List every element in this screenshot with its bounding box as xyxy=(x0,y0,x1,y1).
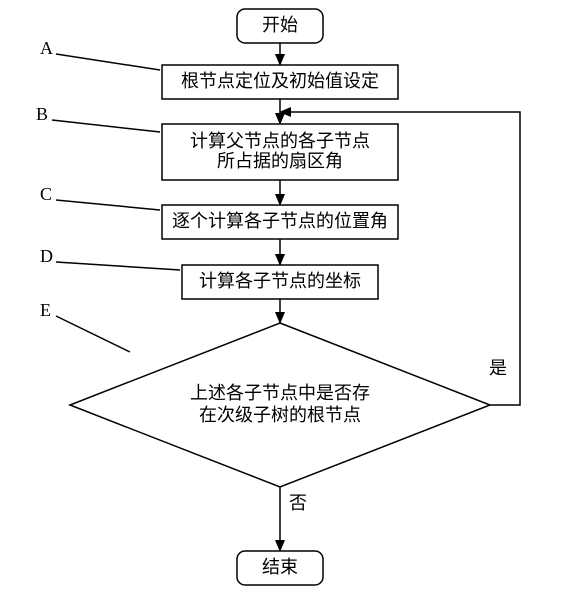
label-D-leader xyxy=(56,262,180,270)
node-start-text: 开始 xyxy=(262,15,298,35)
label-B-leader xyxy=(52,120,160,132)
label-A-leader xyxy=(56,54,160,70)
label-B: B xyxy=(36,104,48,124)
node-E-line-0: 上述各子节点中是否存 xyxy=(190,383,370,403)
node-B: 计算父节点的各子节点所占据的扇区角 xyxy=(162,124,398,180)
node-E-line-1: 在次级子树的根节点 xyxy=(199,405,361,425)
node-B-line-1: 所占据的扇区角 xyxy=(217,151,343,171)
label-E-leader xyxy=(56,316,130,352)
node-D-line-0: 计算各子节点的坐标 xyxy=(199,271,361,291)
node-A: 根节点定位及初始值设定 xyxy=(162,65,398,99)
node-C-line-0: 逐个计算各子节点的位置角 xyxy=(172,211,388,231)
label-E: E xyxy=(40,300,51,320)
edge-loop-label: 是 xyxy=(489,358,507,378)
label-A: A xyxy=(40,38,53,58)
node-end-text: 结束 xyxy=(262,557,298,577)
edge-E_end-label: 否 xyxy=(289,493,307,513)
label-D: D xyxy=(40,246,53,266)
node-start: 开始 xyxy=(237,9,323,43)
node-C: 逐个计算各子节点的位置角 xyxy=(162,205,398,239)
node-A-line-0: 根节点定位及初始值设定 xyxy=(181,71,379,91)
node-B-line-0: 计算父节点的各子节点 xyxy=(190,131,370,151)
node-D: 计算各子节点的坐标 xyxy=(182,265,378,299)
label-C: C xyxy=(40,184,52,204)
label-C-leader xyxy=(56,200,160,210)
node-E: 上述各子节点中是否存在次级子树的根节点 xyxy=(70,323,490,487)
node-end: 结束 xyxy=(237,551,323,585)
